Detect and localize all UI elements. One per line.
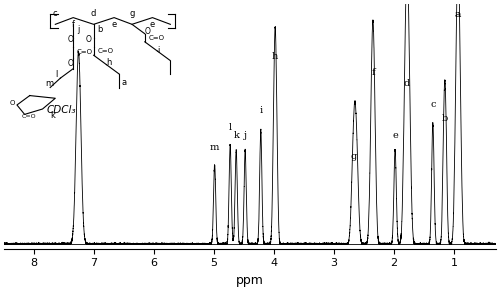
X-axis label: ppm: ppm: [236, 274, 264, 287]
Text: i: i: [259, 106, 262, 115]
Text: c: c: [430, 100, 436, 109]
Text: CDCl₃: CDCl₃: [46, 105, 76, 115]
Text: g: g: [350, 152, 356, 161]
Text: b: b: [442, 114, 448, 123]
Text: j: j: [244, 131, 247, 140]
Text: d: d: [404, 79, 410, 88]
Text: f: f: [371, 68, 374, 77]
Text: k: k: [234, 131, 239, 140]
Text: a: a: [455, 10, 461, 19]
Text: m: m: [210, 143, 220, 152]
Text: e: e: [392, 131, 398, 140]
Text: h: h: [272, 52, 278, 61]
Text: l: l: [228, 123, 232, 132]
